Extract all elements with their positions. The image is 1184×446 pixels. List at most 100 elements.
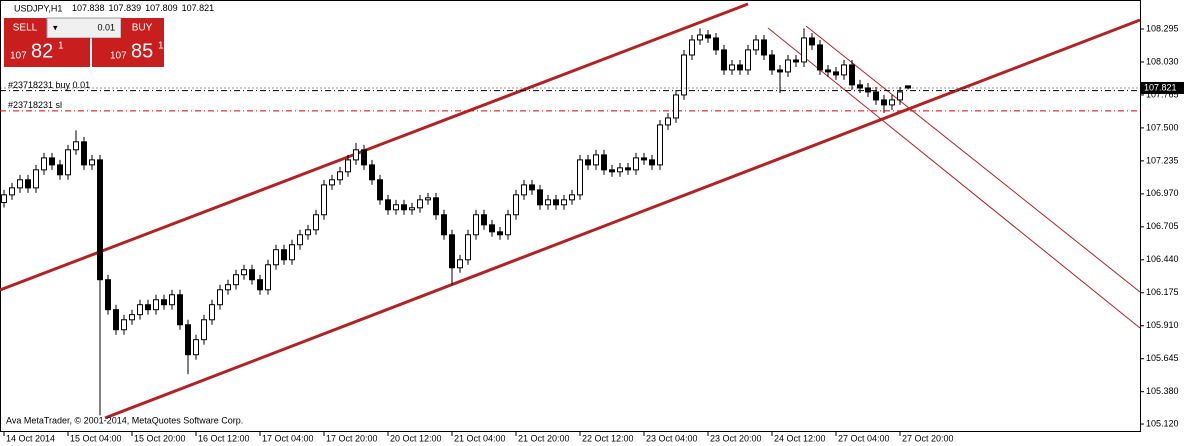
candle-body	[321, 184, 327, 216]
candle-body	[449, 234, 455, 269]
candle-body	[113, 309, 119, 331]
header-high: 107.839	[109, 3, 142, 13]
candle-body	[377, 179, 383, 201]
candle-body	[353, 149, 359, 161]
candle-body	[457, 259, 463, 269]
x-tick-label: 21 Oct 04:00	[454, 433, 506, 443]
candle-body	[417, 199, 423, 209]
candle-body	[409, 207, 415, 211]
candle-body	[481, 214, 487, 226]
sell-price-frac: 1	[58, 41, 64, 52]
symbol: USDJPY,H1	[14, 3, 62, 13]
trade-panel: SELL ▾ 0.01 BUY 107 82 1 107 85 1	[4, 17, 164, 67]
candle-body	[305, 229, 311, 236]
buy-button[interactable]	[121, 18, 164, 38]
x-tick-label: 22 Oct 12:00	[582, 433, 634, 443]
candle-body	[521, 184, 527, 196]
sell-button[interactable]	[4, 18, 47, 38]
candle-body	[641, 157, 647, 161]
x-tick-label: 15 Oct 20:00	[134, 433, 186, 443]
candle-body	[249, 269, 255, 281]
buy-price-pips: 85	[131, 40, 153, 62]
candle-body	[297, 234, 303, 246]
y-tick-label: 105.120	[1146, 418, 1179, 428]
candle-body	[633, 157, 639, 171]
candle-body	[33, 169, 39, 189]
candle-body	[441, 214, 447, 236]
price-tag	[1140, 81, 1184, 94]
candle-body	[649, 159, 655, 166]
candle-body	[769, 54, 775, 71]
buy-price-big: 107	[110, 51, 127, 62]
x-tick-label: 27 Oct 04:00	[838, 433, 890, 443]
candle-body	[905, 85, 911, 89]
y-tick-label: 106.705	[1146, 221, 1179, 231]
candle-body	[553, 199, 559, 206]
candle-body	[345, 159, 351, 173]
sell-price-pips: 82	[31, 40, 53, 62]
y-tick-label: 106.175	[1146, 287, 1179, 297]
y-tick-label: 106.970	[1146, 188, 1179, 198]
candle-body	[1, 194, 7, 204]
buy-price-box[interactable]	[92, 38, 164, 67]
candle-body	[329, 179, 335, 186]
y-tick-label: 106.440	[1146, 254, 1179, 264]
candle-body	[361, 149, 367, 166]
candle-body	[513, 194, 519, 216]
candle-body	[713, 37, 719, 51]
candle-body	[785, 59, 791, 73]
y-tick-label: 108.295	[1146, 23, 1179, 33]
candle-body	[313, 214, 319, 231]
candle-body	[841, 64, 847, 76]
down-channel-lower	[767, 27, 1141, 329]
y-tick-label: 107.235	[1146, 155, 1179, 165]
candle-body	[489, 224, 495, 233]
candle-body	[689, 39, 695, 56]
candle-body	[265, 264, 271, 291]
x-tick-label: 15 Oct 04:00	[70, 433, 122, 443]
header-low: 107.809	[145, 3, 178, 13]
candle-body	[801, 37, 807, 63]
channel-upper	[0, 2, 749, 292]
candle-body	[465, 234, 471, 261]
candle-body	[569, 194, 575, 201]
candle-body	[137, 304, 143, 316]
candle-body	[201, 319, 207, 341]
candle-body	[665, 117, 671, 126]
candle-body	[41, 157, 47, 171]
sell-price-box[interactable]	[4, 38, 90, 67]
y-tick-label: 105.645	[1146, 353, 1179, 363]
candle-body	[393, 204, 399, 211]
candle-body	[217, 289, 223, 306]
candle-body	[593, 154, 599, 166]
candle-body	[537, 189, 543, 206]
sell-label: SELL	[13, 23, 38, 34]
candle-body	[849, 64, 855, 86]
candle-body	[777, 69, 783, 73]
order-label: #23718231 sl	[8, 100, 62, 110]
candle-body	[57, 164, 63, 176]
candle-body	[9, 187, 15, 196]
candle-body	[809, 37, 815, 46]
y-tick-label: 107.765	[1146, 89, 1179, 99]
candle-body	[145, 304, 151, 311]
candle-body	[289, 244, 295, 261]
y-tick-label: 108.030	[1146, 56, 1179, 66]
lot-value: 0.01	[97, 22, 115, 32]
header-ohlc: 107.838 107.839 107.809 107.821	[72, 3, 214, 13]
x-tick-label: 21 Oct 20:00	[518, 433, 570, 443]
footer: Ava MetaTrader, © 2001-2014, MetaQuotes …	[6, 415, 243, 425]
candle-body	[225, 284, 231, 291]
candle-body	[889, 99, 895, 106]
candle-body	[729, 64, 735, 71]
candle-body	[281, 249, 287, 261]
x-tick-label: 17 Oct 20:00	[326, 433, 378, 443]
y-tick-label: 107.500	[1146, 122, 1179, 132]
down-channel-upper	[805, 25, 1141, 293]
candle-body	[73, 141, 79, 151]
candle-body	[97, 159, 103, 281]
candle-body	[585, 159, 591, 166]
candle-body	[737, 64, 743, 71]
candle-body	[873, 91, 879, 101]
